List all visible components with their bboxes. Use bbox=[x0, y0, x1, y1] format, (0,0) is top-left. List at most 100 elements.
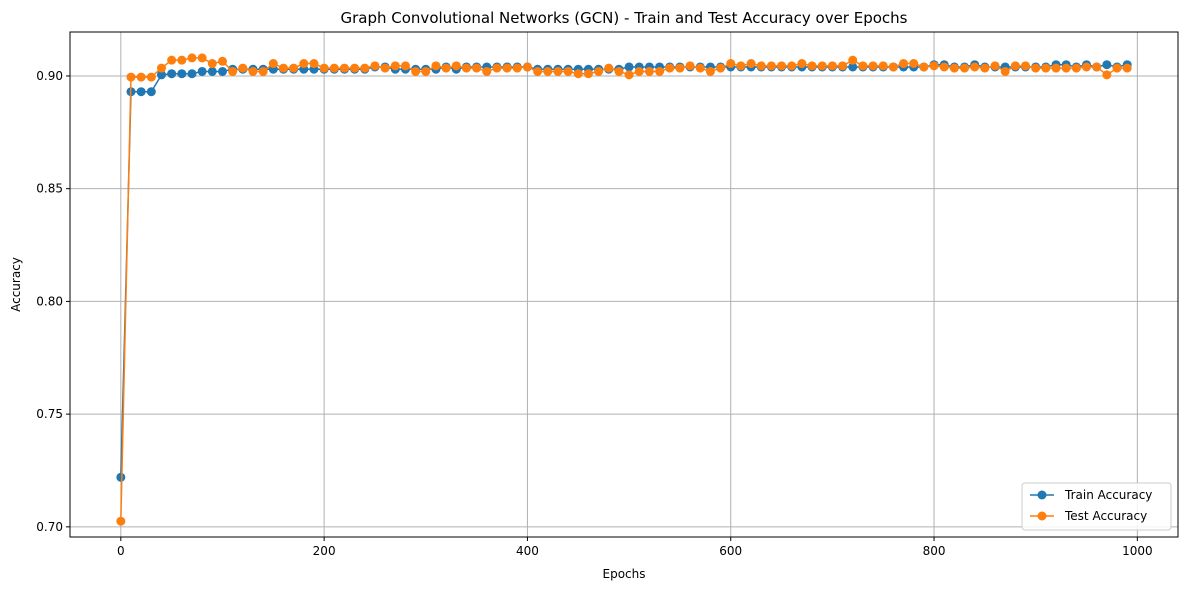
data-point bbox=[909, 59, 919, 69]
legend: Train Accuracy Test Accuracy bbox=[1021, 482, 1172, 531]
data-point bbox=[868, 61, 878, 71]
data-point bbox=[350, 63, 360, 73]
data-point bbox=[1082, 62, 1092, 72]
data-point bbox=[665, 63, 675, 73]
data-point bbox=[1112, 63, 1122, 73]
data-point bbox=[258, 66, 268, 76]
data-point bbox=[919, 62, 929, 72]
data-point bbox=[777, 61, 787, 71]
data-point bbox=[939, 62, 949, 72]
data-point bbox=[726, 59, 736, 69]
data-point bbox=[217, 66, 227, 76]
x-tick-label: 600 bbox=[719, 544, 742, 558]
data-point bbox=[1122, 63, 1132, 73]
data-point bbox=[594, 66, 604, 76]
data-point bbox=[787, 61, 797, 71]
data-point bbox=[1010, 61, 1020, 71]
data-point bbox=[899, 59, 909, 69]
data-point bbox=[268, 59, 278, 69]
series-line bbox=[120, 63, 1128, 478]
data-point bbox=[1092, 62, 1102, 72]
data-point bbox=[858, 61, 868, 71]
data-point bbox=[248, 66, 258, 76]
plot-frame bbox=[69, 31, 1179, 538]
data-point bbox=[309, 59, 319, 69]
data-point bbox=[472, 63, 482, 73]
data-point bbox=[644, 66, 654, 76]
data-point bbox=[156, 70, 166, 80]
data-point bbox=[187, 53, 197, 63]
data-point bbox=[136, 87, 146, 97]
legend-test-label: Test Accuracy bbox=[1064, 509, 1147, 523]
data-point bbox=[339, 63, 349, 73]
data-point bbox=[156, 63, 166, 73]
data-point bbox=[655, 66, 665, 76]
data-point bbox=[970, 62, 980, 72]
data-point bbox=[431, 61, 441, 71]
data-point bbox=[949, 63, 959, 73]
y-tick-label: 0.75 bbox=[36, 407, 63, 421]
data-point bbox=[217, 56, 227, 66]
data-point bbox=[716, 63, 726, 73]
data-point bbox=[289, 63, 299, 73]
data-point bbox=[319, 63, 329, 73]
data-point bbox=[207, 59, 217, 69]
data-point bbox=[512, 63, 522, 73]
data-point bbox=[116, 472, 126, 482]
data-point bbox=[1071, 63, 1081, 73]
data-point bbox=[736, 61, 746, 71]
data-point bbox=[543, 66, 553, 76]
data-point bbox=[411, 66, 421, 76]
data-point bbox=[461, 63, 471, 73]
data-point bbox=[1102, 70, 1112, 80]
data-point bbox=[146, 87, 156, 97]
data-point bbox=[370, 61, 380, 71]
data-point bbox=[929, 61, 939, 71]
data-point bbox=[197, 53, 207, 63]
data-point bbox=[624, 62, 634, 72]
data-point bbox=[1051, 63, 1061, 73]
data-point bbox=[695, 63, 705, 73]
data-point bbox=[980, 63, 990, 73]
data-point bbox=[421, 66, 431, 76]
x-tick-label: 200 bbox=[313, 544, 336, 558]
data-point bbox=[756, 61, 766, 71]
chart-title: Graph Convolutional Networks (GCN) - Tra… bbox=[341, 9, 908, 27]
data-point bbox=[482, 66, 492, 76]
y-axis-title: Accuracy bbox=[9, 257, 23, 312]
data-point bbox=[634, 66, 644, 76]
data-point bbox=[228, 66, 238, 76]
data-point bbox=[533, 66, 543, 76]
data-point bbox=[1031, 63, 1041, 73]
axis-ticks: 0 200 400 600 800 1000 0.70 0.75 0.80 0.85 0.90 bbox=[36, 69, 1152, 558]
data-point bbox=[705, 66, 715, 76]
data-point bbox=[360, 63, 370, 73]
data-point bbox=[675, 63, 685, 73]
y-tick-label: 0.90 bbox=[36, 69, 63, 83]
data-point bbox=[746, 59, 756, 69]
data-point bbox=[1061, 63, 1071, 73]
data-point bbox=[167, 55, 177, 65]
series-layer bbox=[116, 53, 1132, 526]
data-point bbox=[238, 63, 248, 73]
data-point bbox=[766, 61, 776, 71]
data-point bbox=[624, 70, 634, 80]
data-point bbox=[848, 55, 858, 65]
legend-train-label: Train Accuracy bbox=[1064, 488, 1152, 502]
y-tick-label: 0.70 bbox=[36, 520, 63, 534]
data-point bbox=[451, 61, 461, 71]
data-point bbox=[888, 62, 898, 72]
data-point bbox=[797, 59, 807, 69]
legend-test-marker bbox=[1037, 511, 1047, 521]
series-line bbox=[120, 57, 1128, 522]
data-point bbox=[878, 61, 888, 71]
data-point bbox=[573, 69, 583, 79]
legend-box bbox=[1021, 482, 1172, 531]
data-point bbox=[116, 516, 126, 526]
data-point bbox=[827, 61, 837, 71]
data-point bbox=[990, 61, 1000, 71]
x-tick-label: 800 bbox=[923, 544, 946, 558]
data-point bbox=[553, 66, 563, 76]
data-point bbox=[400, 61, 410, 71]
data-point bbox=[146, 72, 156, 82]
